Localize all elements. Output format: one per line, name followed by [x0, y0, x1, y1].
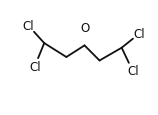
- Text: Cl: Cl: [133, 28, 145, 41]
- Text: O: O: [80, 22, 89, 34]
- Text: Cl: Cl: [127, 65, 139, 78]
- Text: Cl: Cl: [29, 60, 41, 73]
- Text: Cl: Cl: [23, 20, 34, 33]
